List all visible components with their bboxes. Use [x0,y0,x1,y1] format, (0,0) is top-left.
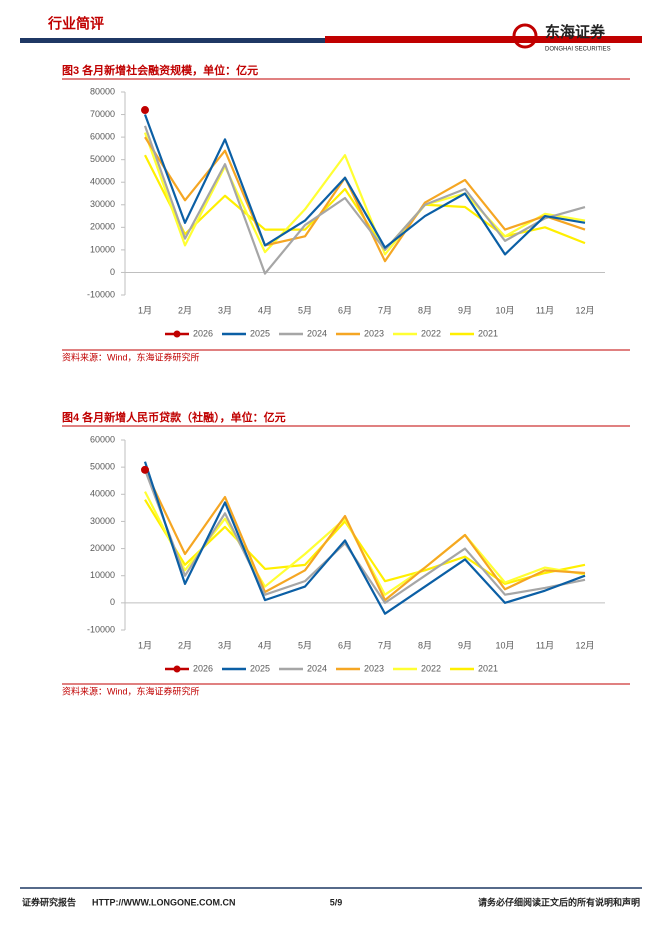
legend-label: 2024 [307,328,327,338]
page-number: 5/9 [330,897,343,907]
y-tick-label: 20000 [90,543,115,553]
series-line [143,125,586,275]
y-tick-label: 50000 [90,154,115,164]
legend-label: 2023 [364,663,384,673]
y-tick-label: 80000 [90,86,115,96]
series-line [143,132,586,256]
y-tick-label: 0 [110,267,115,277]
source: 资料来源：Wind，东海证券研究所 [62,685,200,696]
x-tick-label: 10月 [495,305,514,315]
source: 资料来源：Wind，东海证券研究所 [62,351,200,362]
y-tick-label: 20000 [90,222,115,232]
y-tick-label: 30000 [90,199,115,209]
y-tick-label: 10000 [90,570,115,580]
x-tick-label: 8月 [418,640,432,650]
x-tick-label: 2月 [178,305,192,315]
y-tick-label: -10000 [87,624,115,634]
legend-label: 2025 [250,663,270,673]
logo-en: DONGHAI SECURITIES [545,47,611,53]
footer-left: 证券研究报告 [22,896,76,907]
header-bar [20,38,325,43]
x-tick-label: 10月 [495,640,514,650]
y-tick-label: 60000 [90,131,115,141]
x-tick-label: 3月 [218,305,232,315]
x-tick-label: 5月 [298,640,312,650]
series-line [144,136,586,263]
point [141,106,149,115]
x-tick-label: 2月 [178,640,192,650]
legend-label: 2025 [250,328,270,338]
series-line [144,469,586,602]
footer-url: HTTP://WWW.LONGONE.COM.CN [92,897,235,907]
header-bar [325,36,642,43]
chart-title: 图4 各月新增人民币贷款（社融），单位：亿元 [62,410,286,424]
point [141,465,149,474]
logo-icon [512,23,538,49]
y-tick-label: 10000 [90,244,115,254]
y-tick-label: -10000 [87,289,115,299]
y-tick-label: 60000 [90,434,115,444]
x-tick-label: 7月 [378,305,392,315]
legend-marker [173,330,181,338]
x-tick-label: 4月 [258,305,272,315]
x-tick-label: 1月 [138,640,152,650]
legend-label: 2021 [478,663,498,673]
x-tick-label: 7月 [378,640,392,650]
legend-label: 2022 [421,328,441,338]
x-tick-label: 3月 [218,640,232,650]
y-tick-label: 40000 [90,177,115,187]
series-line [144,499,586,585]
legend-label: 2023 [364,328,384,338]
chart-title: 图3 各月新增社会融资规模，单位：亿元 [62,63,258,77]
x-tick-label: 8月 [418,305,432,315]
x-tick-label: 5月 [298,305,312,315]
series-line [143,469,586,604]
y-tick-label: 50000 [90,462,115,472]
logo-text: 东海证券 [545,23,606,41]
x-tick-label: 6月 [338,305,352,315]
x-tick-label: 11月 [536,640,554,650]
footer-right: 请务必仔细阅读正文后的所有说明和声明 [478,896,640,907]
x-tick-label: 12月 [575,640,594,650]
x-tick-label: 9月 [458,640,472,650]
legend-label: 2026 [193,328,213,338]
y-tick-label: 0 [110,597,115,607]
legend-label: 2021 [478,328,498,338]
legend-label: 2022 [421,663,441,673]
x-tick-label: 11月 [536,305,554,315]
series-line [143,461,586,615]
series-line [143,114,586,256]
header-title: 行业简评 [47,16,104,32]
y-tick-label: 30000 [90,516,115,526]
y-tick-label: 70000 [90,109,115,119]
x-tick-label: 4月 [258,640,272,650]
legend-marker [173,665,181,673]
legend-label: 2024 [307,663,327,673]
x-tick-label: 6月 [338,640,352,650]
x-tick-label: 9月 [458,305,472,315]
x-tick-label: 12月 [575,305,594,315]
x-tick-label: 1月 [138,305,152,315]
y-tick-label: 40000 [90,489,115,499]
legend-label: 2026 [193,663,213,673]
